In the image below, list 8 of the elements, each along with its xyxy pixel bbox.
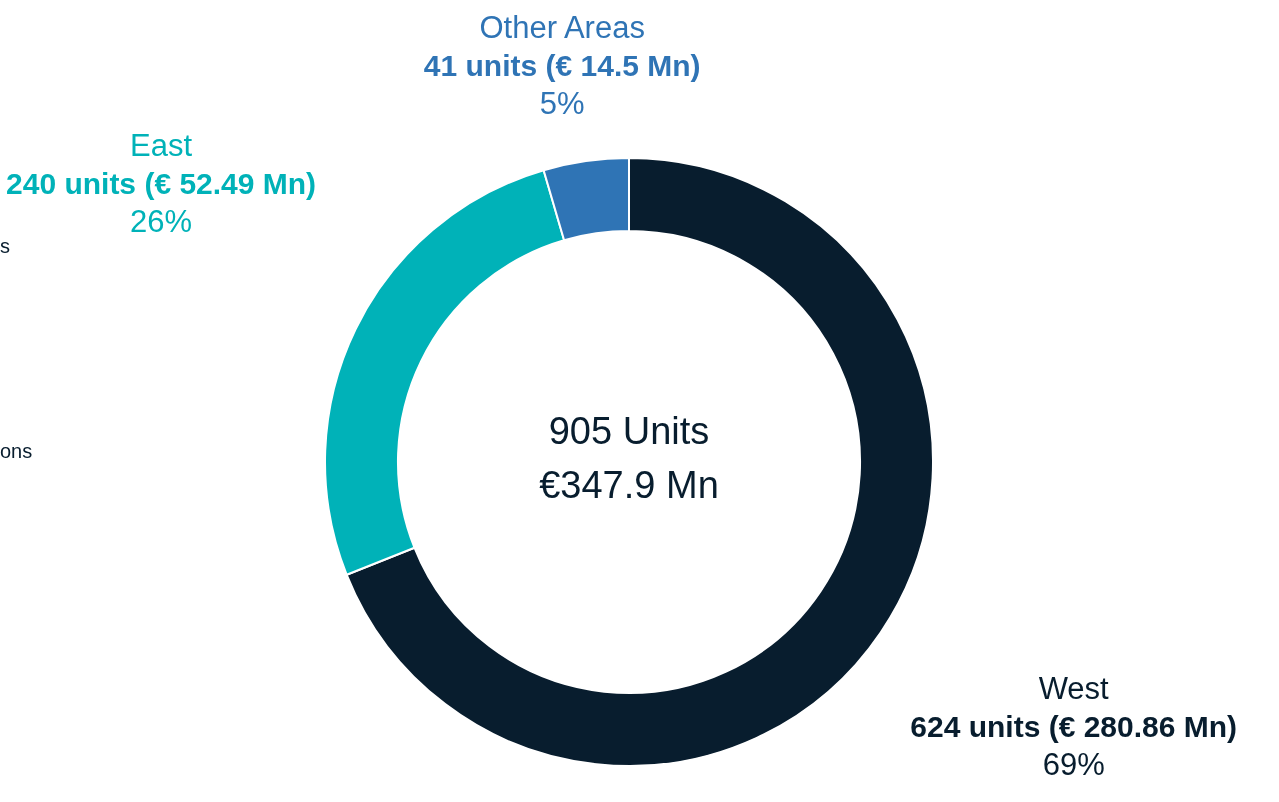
- slice-label: West: [1038, 671, 1110, 707]
- text: ons: [0, 439, 33, 462]
- text: €347.9 Mn: [539, 464, 719, 507]
- text: 905 Units: [548, 410, 710, 453]
- slice-label: East: [130, 128, 193, 164]
- data-label: 41 units (€ 14.5 Mn) 5%: [423, 48, 701, 121]
- slice-label: Other Areas: [479, 9, 645, 45]
- data-label: 624 units (€ 280.86 Mn) 69%: [910, 709, 1238, 783]
